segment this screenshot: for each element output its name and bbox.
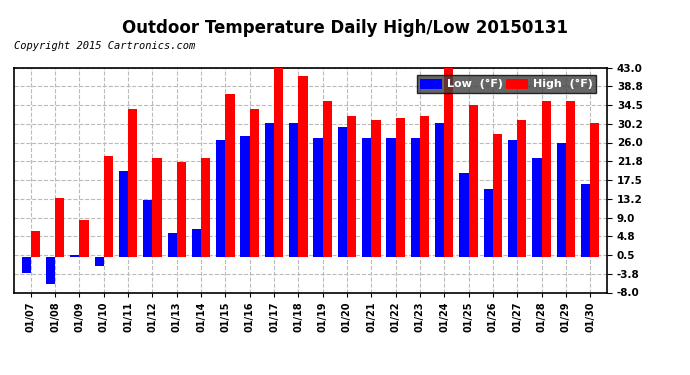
Bar [104,156,113,257]
Bar [265,123,274,257]
Bar [444,63,453,257]
Bar [46,257,55,284]
Bar [226,94,235,257]
Bar [337,127,347,257]
Bar [201,158,210,257]
Bar [168,233,177,257]
Bar [31,231,40,257]
Bar [371,120,381,257]
Bar [469,105,477,257]
Bar [55,198,64,257]
Bar [590,123,600,257]
Bar [95,257,103,266]
Bar [216,140,226,257]
Bar [557,142,566,257]
Bar [177,162,186,257]
Text: Outdoor Temperature Daily High/Low 20150131: Outdoor Temperature Daily High/Low 20150… [122,19,568,37]
Bar [542,100,551,257]
Bar [298,76,308,257]
Bar [250,110,259,257]
Bar [460,173,469,257]
Bar [386,138,395,257]
Bar [395,118,405,257]
Bar [493,134,502,257]
Bar [435,123,444,257]
Bar [581,184,590,257]
Bar [347,116,356,257]
Bar [313,138,323,257]
Bar [484,189,493,257]
Bar [152,158,161,257]
Legend: Low  (°F), High  (°F): Low (°F), High (°F) [417,75,595,93]
Bar [289,123,298,257]
Text: Copyright 2015 Cartronics.com: Copyright 2015 Cartronics.com [14,41,195,51]
Bar [240,136,250,257]
Bar [21,257,31,273]
Bar [70,255,79,257]
Bar [274,65,284,257]
Bar [144,200,152,257]
Bar [323,100,332,257]
Bar [362,138,371,257]
Bar [79,220,89,257]
Bar [420,116,429,257]
Bar [411,138,420,257]
Bar [508,140,518,257]
Bar [566,100,575,257]
Bar [119,171,128,257]
Bar [128,110,137,257]
Bar [518,120,526,257]
Bar [532,158,542,257]
Bar [192,228,201,257]
